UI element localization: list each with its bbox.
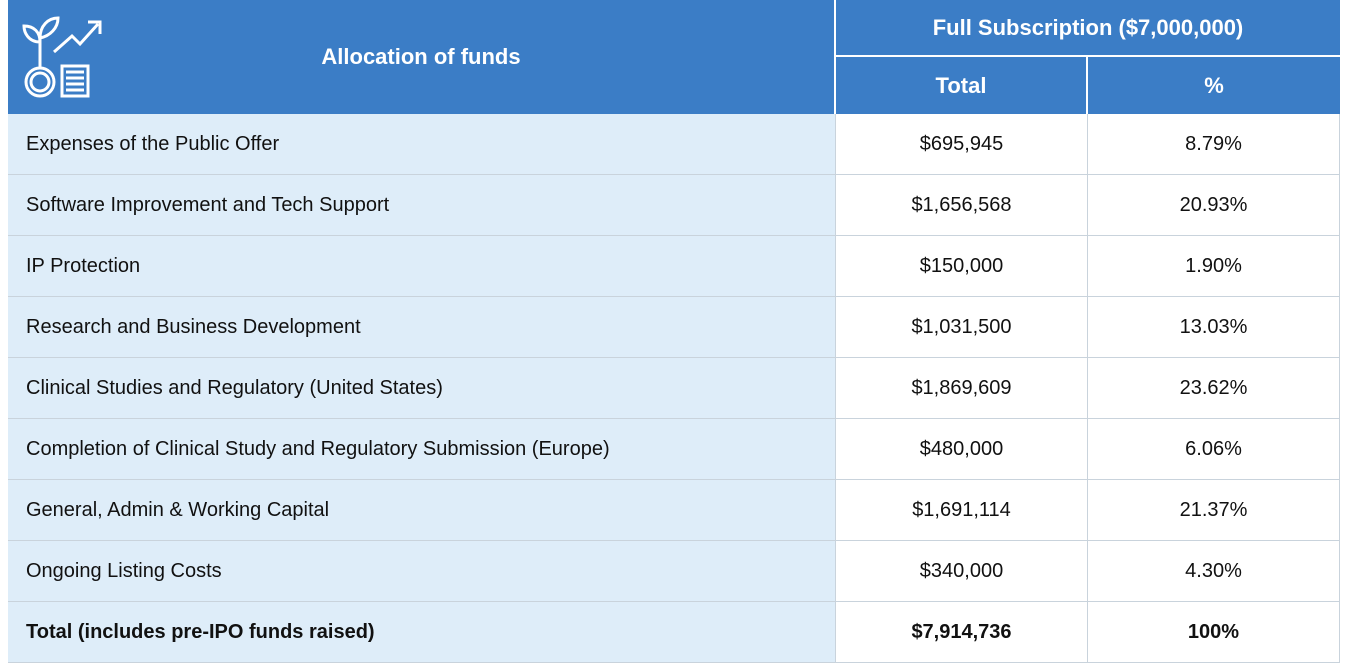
- table-row: General, Admin & Working Capital $1,691,1…: [8, 480, 1340, 541]
- table-row: IP Protection $150,000 1.90%: [8, 236, 1340, 297]
- table-cell: Research and Business Development: [8, 297, 836, 357]
- table-cell: $1,656,568: [836, 175, 1088, 235]
- table-header: Allocation of funds Full Subscription ($…: [8, 0, 1340, 114]
- table-cell: 21.37%: [1088, 480, 1340, 540]
- table-cell: Clinical Studies and Regulatory (United …: [8, 358, 836, 418]
- table-cell: Total (includes pre-IPO funds raised): [8, 602, 836, 662]
- table-cell: $1,031,500: [836, 297, 1088, 357]
- table-cell: $150,000: [836, 236, 1088, 296]
- column-title: %: [1204, 72, 1224, 98]
- group-title: Full Subscription ($7,000,000): [932, 14, 1244, 40]
- group-cell: Full Subscription ($7,000,000): [836, 0, 1340, 57]
- table-cell: General, Admin & Working Capital: [8, 480, 836, 540]
- table-cell: Completion of Clinical Study and Regulat…: [8, 419, 836, 479]
- table-row: Clinical Studies and Regulatory (United …: [8, 358, 1340, 419]
- column-title: Total: [935, 72, 987, 98]
- table-cell: Software Improvement and Tech Support: [8, 175, 836, 235]
- table-body: Expenses of the Public Offer $695,945 8.79…: [8, 114, 1340, 663]
- table-cell: 1.90%: [1088, 236, 1340, 296]
- table-row: Expenses of the Public Offer $695,945 8.79…: [8, 114, 1340, 175]
- table-cell: Expenses of the Public Offer: [8, 114, 836, 174]
- column-header: %: [1088, 57, 1340, 114]
- table-cell: $1,869,609: [836, 358, 1088, 418]
- header-title: Allocation of funds: [321, 44, 521, 69]
- table-cell: $480,000: [836, 419, 1088, 479]
- table-cell: Ongoing Listing Costs: [8, 541, 836, 601]
- table-cell: 20.93%: [1088, 175, 1340, 235]
- table-row: Software Improvement and Tech Support $1,…: [8, 175, 1340, 236]
- table-cell: $695,945: [836, 114, 1088, 174]
- table-row: Completion of Clinical Study and Regulat…: [8, 419, 1340, 480]
- table-cell: IP Protection: [8, 236, 836, 296]
- table-cell: 8.79%: [1088, 114, 1340, 174]
- table-row: Total (includes pre-IPO funds raised) $7,…: [8, 602, 1340, 663]
- table-cell: $7,914,736: [836, 602, 1088, 662]
- table-cell: 100%: [1088, 602, 1340, 662]
- table-cell: 4.30%: [1088, 541, 1340, 601]
- table-cell: 23.62%: [1088, 358, 1340, 418]
- table-cell: $1,691,114: [836, 480, 1088, 540]
- title-cell: Allocation of funds: [8, 0, 836, 114]
- table-cell: 6.06%: [1088, 419, 1340, 479]
- allocation-table: Allocation of funds Full Subscription ($…: [8, 0, 1340, 663]
- column-header: Total: [836, 57, 1088, 114]
- table-row: Research and Business Development $1,031,…: [8, 297, 1340, 358]
- table-row: Ongoing Listing Costs $340,000 4.30%: [8, 541, 1340, 602]
- table-cell: $340,000: [836, 541, 1088, 601]
- funds-icon: [22, 16, 102, 98]
- table-cell: 13.03%: [1088, 297, 1340, 357]
